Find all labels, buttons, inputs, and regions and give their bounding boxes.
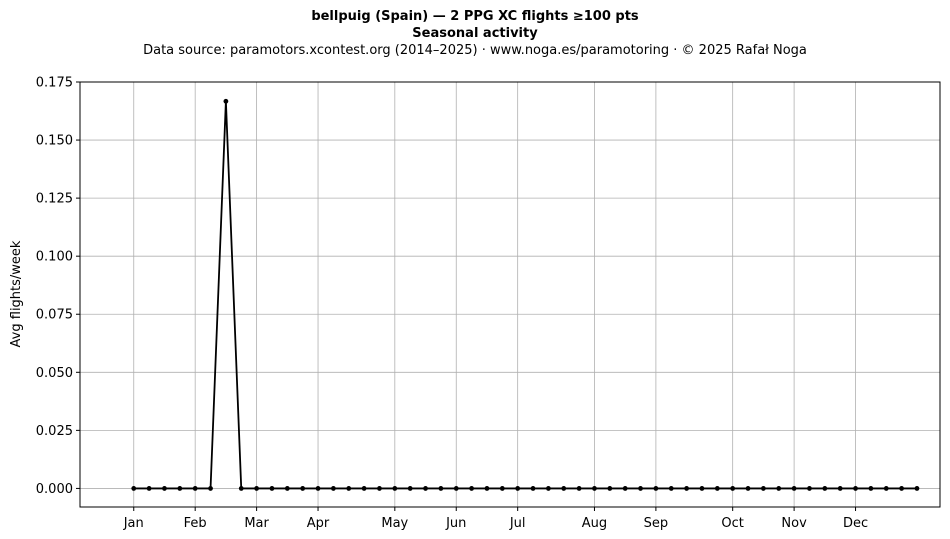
data-point bbox=[883, 486, 889, 491]
data-point bbox=[899, 486, 905, 491]
data-point bbox=[684, 486, 690, 491]
data-point bbox=[622, 486, 628, 491]
data-point bbox=[177, 486, 183, 491]
series-line bbox=[133, 100, 917, 490]
data-point bbox=[668, 486, 674, 491]
y-tick-label: 0.025 bbox=[36, 424, 73, 439]
data-point bbox=[131, 486, 137, 491]
data-point bbox=[315, 486, 321, 491]
x-tick-label: Dec bbox=[843, 516, 868, 531]
data-point bbox=[745, 486, 751, 491]
x-tick-label: Jul bbox=[509, 516, 526, 531]
data-point bbox=[453, 486, 459, 491]
data-point bbox=[807, 486, 812, 491]
x-tick-label: Nov bbox=[781, 516, 807, 531]
data-point bbox=[423, 486, 428, 491]
data-point bbox=[653, 486, 659, 491]
chart-title: bellpuig (Spain) — 2 PPG XC flights ≥100… bbox=[311, 9, 639, 24]
data-point bbox=[561, 486, 567, 491]
data-point bbox=[791, 486, 797, 491]
data-point bbox=[392, 486, 398, 491]
data-point bbox=[208, 486, 213, 491]
data-point bbox=[330, 486, 336, 491]
y-tick-label: 0.100 bbox=[36, 250, 73, 265]
x-tick-label: May bbox=[381, 516, 408, 531]
data-point bbox=[592, 486, 597, 491]
y-tick-label: 0.175 bbox=[36, 76, 73, 91]
y-tick-label: 0.000 bbox=[36, 482, 73, 497]
data-point bbox=[469, 486, 475, 491]
data-point bbox=[914, 486, 920, 491]
data-point bbox=[699, 486, 705, 491]
source-note: Data source: paramotors.xcontest.org (20… bbox=[143, 43, 807, 58]
data-point bbox=[499, 486, 505, 491]
data-point bbox=[223, 98, 229, 104]
data-point bbox=[515, 486, 521, 491]
data-point bbox=[162, 486, 167, 491]
data-point bbox=[146, 486, 152, 491]
data-point bbox=[607, 486, 613, 491]
data-point bbox=[853, 486, 858, 491]
data-point bbox=[868, 486, 874, 491]
y-tick-label: 0.125 bbox=[36, 192, 73, 207]
data-point bbox=[776, 486, 782, 491]
x-tick-label: Apr bbox=[307, 516, 330, 531]
data-point bbox=[269, 486, 275, 491]
data-point bbox=[837, 486, 843, 491]
data-point bbox=[484, 486, 490, 491]
y-axis-label: Avg flights/week bbox=[9, 240, 24, 347]
x-tick-label: Mar bbox=[244, 516, 269, 531]
data-point bbox=[714, 486, 720, 491]
data-point bbox=[361, 486, 367, 491]
x-tick-label: Jun bbox=[445, 516, 466, 531]
data-point bbox=[407, 486, 413, 491]
data-point bbox=[545, 486, 551, 491]
data-point bbox=[300, 486, 306, 491]
x-tick-label: Oct bbox=[721, 516, 743, 531]
x-tick-label: Sep bbox=[644, 516, 669, 531]
data-point bbox=[377, 486, 382, 491]
data-point bbox=[638, 486, 643, 491]
data-point bbox=[192, 486, 198, 491]
grid-lines bbox=[80, 81, 940, 507]
data-point bbox=[822, 486, 828, 491]
data-point bbox=[760, 486, 766, 491]
y-tick-label: 0.150 bbox=[36, 134, 73, 149]
data-point bbox=[254, 486, 260, 491]
y-tick-label: 0.050 bbox=[36, 366, 73, 381]
data-point bbox=[346, 486, 352, 491]
y-axis: 0.000 0.025 0.050 0.075 0.100 0.125 0.150 0.175 bbox=[36, 76, 80, 497]
y-tick-label: 0.075 bbox=[36, 308, 73, 323]
x-tick-label: Feb bbox=[184, 516, 207, 531]
plot-frame bbox=[79, 81, 941, 508]
data-point bbox=[238, 486, 244, 491]
data-point bbox=[730, 486, 736, 491]
x-tick-label: Aug bbox=[582, 516, 607, 531]
data-point bbox=[438, 486, 444, 491]
data-point bbox=[530, 486, 536, 491]
data-point bbox=[284, 486, 290, 491]
x-axis: Jan Feb Mar Apr May Jun Jul Aug Sep Oct Nov Dec bbox=[123, 507, 868, 531]
data-point bbox=[576, 486, 582, 491]
series-group bbox=[131, 98, 920, 491]
chart-subtitle: Seasonal activity bbox=[412, 26, 538, 41]
x-tick-label: Jan bbox=[123, 516, 144, 531]
